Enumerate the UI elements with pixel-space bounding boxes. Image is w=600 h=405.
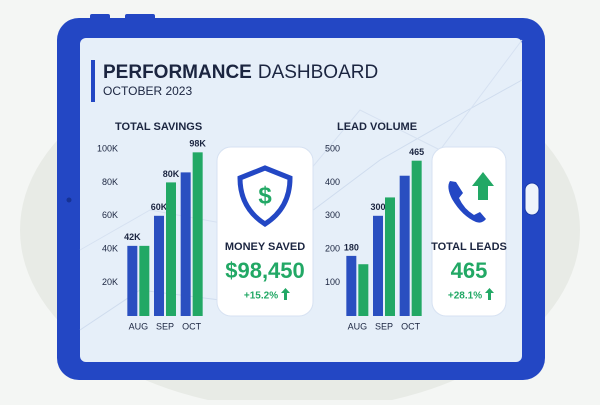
- y-tick-label: 20K: [102, 277, 118, 287]
- x-tick-label: OCT: [182, 321, 202, 331]
- bar: [166, 182, 176, 316]
- title-rest: DASHBOARD: [258, 62, 378, 83]
- up-arrow: [281, 288, 290, 300]
- y-tick-label: 200: [325, 244, 340, 254]
- bar: [373, 215, 383, 316]
- phone-icon: [448, 181, 486, 223]
- y-tick-label: 400: [325, 177, 340, 187]
- card-label: TOTAL LEADS: [431, 241, 507, 253]
- up-arrow: [485, 288, 494, 300]
- card-change: +28.1%: [448, 291, 482, 302]
- value-label: 465: [409, 147, 424, 157]
- x-tick-label: SEP: [156, 321, 174, 331]
- y-tick-label: 500: [325, 143, 340, 153]
- y-tick-label: 40K: [102, 244, 118, 254]
- bar: [411, 160, 422, 316]
- value-label: 300: [370, 202, 385, 212]
- y-tick-label: 100: [325, 277, 340, 287]
- growth-arrow: [472, 172, 494, 200]
- chart-title: TOTAL SAVINGS: [115, 121, 202, 133]
- shield-icon: [237, 165, 293, 227]
- card-value: 465: [451, 258, 488, 283]
- bar: [399, 175, 410, 316]
- bar: [346, 255, 357, 316]
- subtitle: OCTOBER 2023: [103, 84, 192, 98]
- value-label: 180: [344, 242, 359, 252]
- value-label: 42K: [124, 232, 141, 242]
- bar: [358, 264, 369, 316]
- value-label: 80K: [163, 169, 180, 179]
- chart-title: LEAD VOLUME: [337, 121, 417, 133]
- title: PERFORMANCE DASHBOARD: [103, 62, 378, 83]
- title-bold: PERFORMANCE: [103, 62, 252, 83]
- title-accent: [91, 60, 95, 102]
- y-tick-label: 60K: [102, 210, 118, 220]
- value-label: 98K: [189, 139, 206, 149]
- tablet-button: [90, 14, 110, 20]
- x-tick-label: AUG: [129, 321, 149, 331]
- camera: [66, 197, 72, 203]
- card-change: +15.2%: [244, 291, 278, 302]
- card-label: MONEY SAVED: [225, 241, 305, 253]
- x-tick-label: SEP: [375, 321, 393, 331]
- bar: [154, 215, 164, 316]
- dollar-icon: $: [258, 182, 272, 209]
- card-value: $98,450: [225, 258, 305, 283]
- tablet-button: [125, 14, 155, 20]
- bar: [180, 172, 191, 316]
- value-label: 60K: [151, 202, 168, 212]
- y-tick-label: 80K: [102, 177, 118, 187]
- y-tick-label: 300: [325, 210, 340, 220]
- home-button[interactable]: [524, 182, 540, 216]
- bar: [385, 197, 395, 316]
- x-tick-label: OCT: [401, 321, 421, 331]
- y-tick-label: 100K: [97, 143, 118, 153]
- x-tick-label: AUG: [348, 321, 368, 331]
- bar: [192, 152, 203, 316]
- bar: [127, 245, 138, 316]
- bar: [139, 245, 150, 316]
